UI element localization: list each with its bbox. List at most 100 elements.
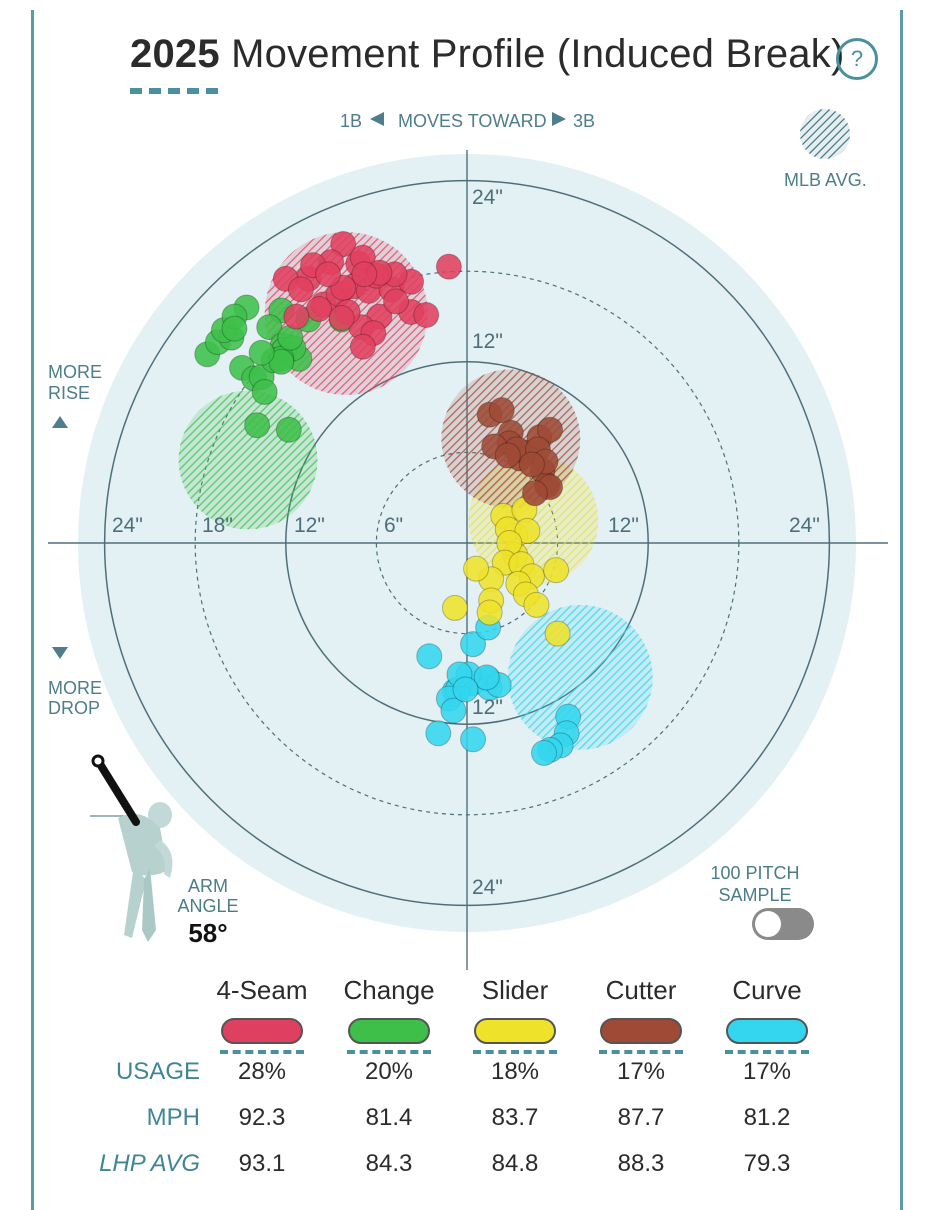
help-icon[interactable]: ? — [836, 38, 878, 80]
pitch-name: Curve — [732, 975, 802, 1005]
swatch-underline — [599, 1050, 683, 1054]
point-4-seam — [351, 261, 378, 288]
point-slider — [441, 594, 468, 621]
point-4-seam — [328, 305, 355, 332]
ring-label-right-24: 24" — [789, 514, 820, 537]
pitch-sample-toggle[interactable] — [752, 908, 814, 940]
swatch-underline — [473, 1050, 557, 1054]
point-cutter — [518, 451, 545, 478]
point-change — [251, 379, 278, 405]
pitch-swatch — [348, 1018, 430, 1044]
swatch-underline — [725, 1050, 809, 1054]
point-change — [244, 412, 271, 439]
usage-value: 20% — [364, 1058, 414, 1085]
ring-label-top-24: 24" — [472, 186, 503, 209]
point-change — [256, 314, 283, 341]
point-slider — [544, 620, 571, 647]
ring-label-bottom-12: 12" — [472, 696, 503, 719]
title-underline — [130, 88, 218, 94]
point-slider — [514, 517, 541, 544]
direction-left-label: 1B — [340, 111, 362, 131]
point-4-seam — [306, 295, 333, 322]
legend-col-4seam[interactable]: 4-Seam — [207, 975, 317, 1054]
point-4-seam — [383, 288, 410, 315]
lhp-avg-value: 84.3 — [365, 1150, 413, 1177]
sample-label-line1: 100 PITCH — [710, 863, 800, 883]
point-curve — [440, 697, 467, 724]
point-slider — [523, 591, 550, 618]
point-curve — [460, 631, 487, 658]
point-curve — [425, 720, 452, 747]
legend-col-curve[interactable]: Curve — [712, 975, 822, 1054]
mlb-avg-swatch-icon — [800, 109, 850, 159]
mph-value: 81.4 — [365, 1104, 413, 1131]
mph-value: 83.7 — [491, 1104, 539, 1131]
lhp-avg-value: 93.1 — [238, 1150, 286, 1177]
point-curve — [473, 664, 500, 691]
usage-row-label: USAGE — [115, 1058, 200, 1085]
swatch-underline — [347, 1050, 431, 1054]
pitch-swatch — [474, 1018, 556, 1044]
usage-value: 17% — [742, 1058, 792, 1085]
point-change — [221, 315, 248, 342]
lhp-avg-row-label: LHP AVG — [99, 1150, 200, 1177]
point-slider — [476, 599, 503, 626]
ring-label-left-18: 18" — [202, 514, 233, 537]
mph-row-label: MPH — [146, 1104, 200, 1131]
point-change — [275, 416, 302, 443]
mph-value: 87.7 — [617, 1104, 665, 1131]
pitch-name: Cutter — [605, 975, 677, 1005]
point-cutter — [494, 442, 521, 469]
lhp-avg-value: 79.3 — [743, 1150, 791, 1177]
legend-col-change[interactable]: Change — [334, 975, 444, 1054]
ring-label-top-12: 12" — [472, 330, 503, 353]
toggle-knob — [755, 911, 781, 937]
point-slider — [543, 557, 570, 584]
pitch-name: Change — [343, 975, 435, 1005]
point-4-seam — [349, 333, 376, 360]
point-4-seam — [413, 301, 440, 328]
pitch-swatch — [221, 1018, 303, 1044]
point-4-seam — [287, 276, 314, 303]
point-4-seam — [330, 231, 357, 258]
chart-title: 2025 Movement Profile (Induced Break) — [130, 32, 844, 77]
more-rise-line2: RISE — [48, 383, 90, 403]
title-text: Movement Profile (Induced Break) — [231, 32, 845, 76]
pitcher-figure-icon — [90, 754, 173, 942]
usage-value: 18% — [490, 1058, 540, 1085]
axes — [48, 150, 888, 970]
point-curve — [452, 676, 479, 703]
legend-col-slider[interactable]: Slider — [460, 975, 570, 1054]
more-rise-line1: MORE — [48, 362, 102, 382]
mph-value: 81.2 — [743, 1104, 791, 1131]
sample-label-line2: SAMPLE — [718, 885, 792, 905]
arm-angle-label: ARM ANGLE — [168, 876, 248, 916]
point-cutter — [521, 480, 548, 507]
arm-label-line1: ARM — [188, 876, 228, 896]
direction-right-label: 3B — [573, 111, 595, 131]
more-drop-line2: DROP — [48, 698, 100, 718]
sample-label: 100 PITCH SAMPLE — [700, 862, 810, 906]
drop-arrow-icon — [52, 647, 68, 659]
legend-col-cutter[interactable]: Cutter — [586, 975, 696, 1054]
point-curve — [460, 726, 487, 753]
ring-label-right-12: 12" — [608, 514, 639, 537]
swatch-underline — [220, 1050, 304, 1054]
usage-value: 28% — [237, 1058, 287, 1085]
lhp-avg-value: 88.3 — [617, 1150, 665, 1177]
arrow-left-icon — [370, 112, 384, 126]
pitch-points — [194, 231, 582, 766]
more-drop-line1: MORE — [48, 678, 102, 698]
ring-label-left-12: 12" — [294, 514, 325, 537]
point-curve — [531, 739, 558, 766]
title-year: 2025 — [130, 32, 220, 76]
mlb-avg-legend: MLB AVG. — [784, 109, 867, 190]
point-cutter — [537, 416, 564, 443]
arrow-right-icon — [552, 112, 566, 126]
point-curve — [416, 643, 443, 670]
mlb-avg-label: MLB AVG. — [784, 170, 867, 190]
point-4-seam — [315, 261, 342, 288]
rise-arrow-icon — [52, 416, 68, 428]
lhp-avg-value: 84.8 — [491, 1150, 539, 1177]
